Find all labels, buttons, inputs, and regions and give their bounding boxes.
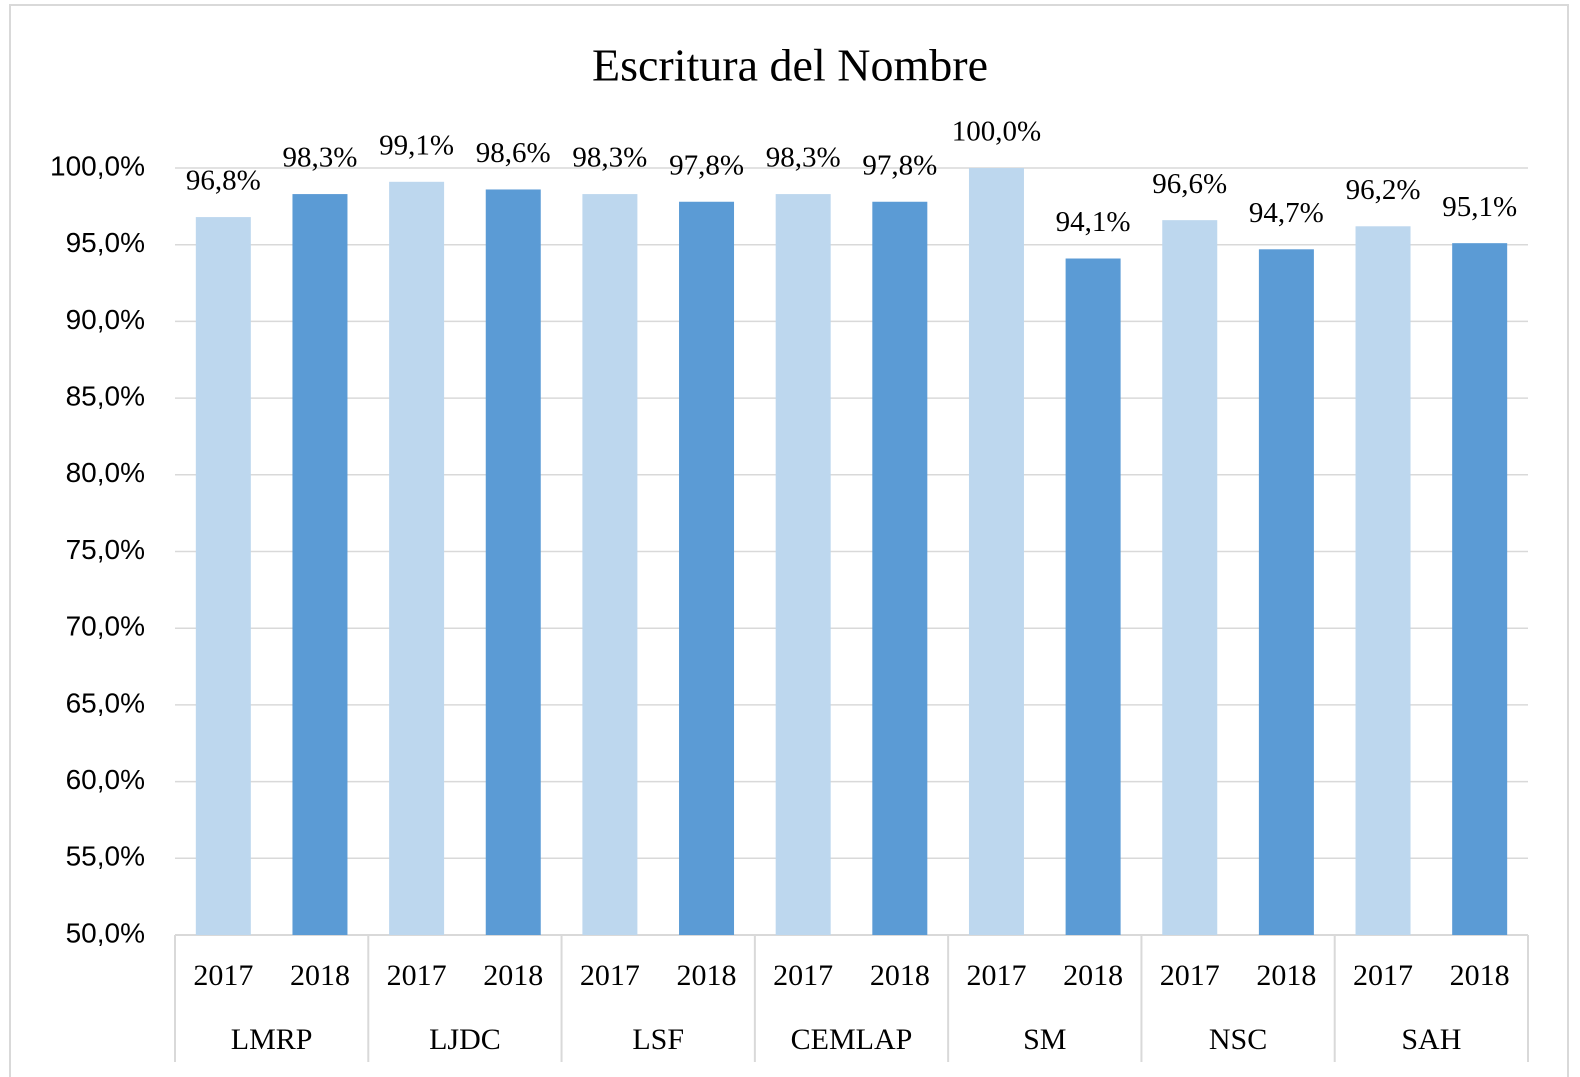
y-tick-label: 70,0% [66, 611, 145, 642]
y-tick-label: 55,0% [66, 841, 145, 872]
bar [582, 194, 638, 935]
year-label: 2018 [1256, 959, 1316, 992]
category-label: NSC [1209, 1023, 1267, 1056]
bar [1065, 258, 1121, 936]
data-label: 98,6% [476, 137, 551, 169]
bar [775, 194, 831, 935]
data-label: 96,6% [1152, 168, 1227, 200]
bar [1162, 220, 1218, 935]
category-label: CEMLAP [791, 1023, 913, 1056]
bar [292, 194, 348, 935]
year-label: 2017 [580, 959, 640, 992]
year-label: 2018 [483, 959, 543, 992]
bar [195, 217, 251, 935]
data-label: 94,1% [1056, 206, 1131, 238]
year-label: 2017 [773, 959, 833, 992]
data-label: 97,8% [669, 149, 744, 181]
y-tick-label: 90,0% [66, 304, 145, 335]
year-label: 2018 [870, 959, 930, 992]
bar [1258, 249, 1314, 935]
year-label: 2017 [1160, 959, 1220, 992]
data-label: 94,7% [1249, 197, 1324, 229]
data-label: 100,0% [952, 116, 1041, 148]
data-label: 95,1% [1442, 191, 1517, 223]
bar [1452, 243, 1508, 935]
bar [485, 189, 541, 935]
y-tick-label: 75,0% [66, 534, 145, 565]
y-tick-label: 85,0% [66, 380, 145, 411]
year-label: 2018 [290, 959, 350, 992]
bar [872, 201, 928, 936]
category-label: SM [1023, 1023, 1066, 1056]
data-label: 98,3% [283, 142, 358, 174]
year-label: 2017 [193, 959, 253, 992]
data-label: 98,3% [572, 142, 647, 174]
year-label: 2017 [1353, 959, 1413, 992]
category-label: LJDC [429, 1023, 501, 1056]
bar [968, 168, 1024, 935]
chart-title: Escritura del Nombre [592, 40, 988, 91]
bar [1355, 226, 1411, 936]
year-label: 2018 [1450, 959, 1510, 992]
y-tick-label: 95,0% [66, 227, 145, 258]
y-tick-label: 60,0% [66, 764, 145, 795]
y-tick-label: 100,0% [50, 150, 145, 181]
bar [389, 181, 445, 935]
y-tick-label: 80,0% [66, 457, 145, 488]
y-tick-label: 50,0% [66, 917, 145, 948]
y-tick-label: 65,0% [66, 687, 145, 718]
data-label: 99,1% [379, 129, 454, 161]
year-label: 2017 [387, 959, 447, 992]
data-label: 96,2% [1346, 174, 1421, 206]
data-label: 97,8% [862, 149, 937, 181]
data-label: 98,3% [766, 142, 841, 174]
category-label: LMRP [231, 1023, 313, 1056]
bar [679, 201, 735, 936]
year-label: 2018 [1063, 959, 1123, 992]
category-label: SAH [1401, 1023, 1461, 1056]
category-label: LSF [632, 1023, 684, 1056]
year-label: 2018 [677, 959, 737, 992]
year-label: 2017 [966, 959, 1026, 992]
data-label: 96,8% [186, 165, 261, 197]
